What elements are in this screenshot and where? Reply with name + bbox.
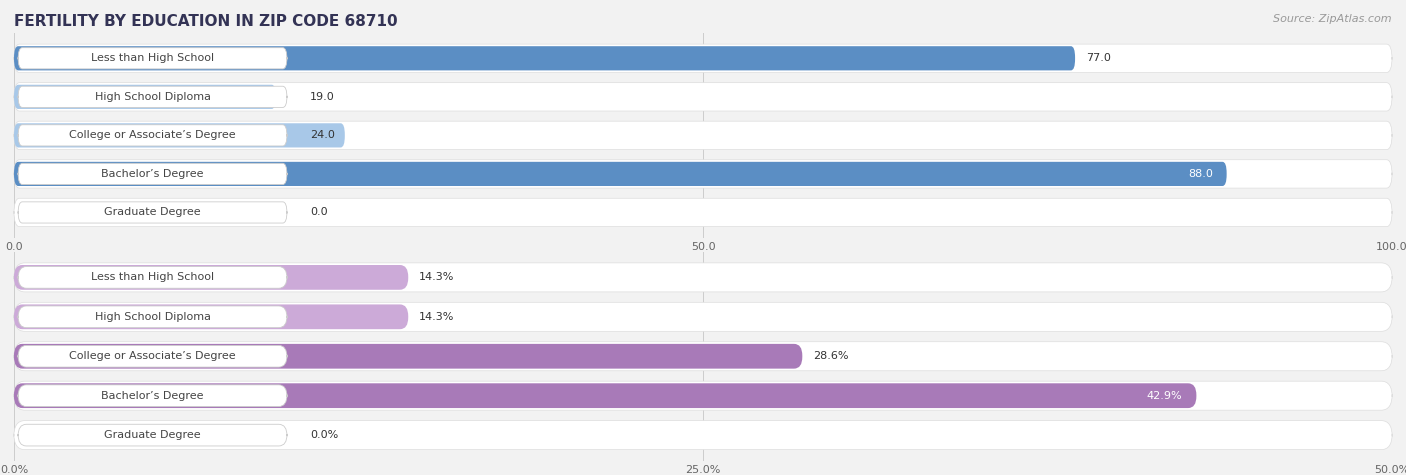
Text: 14.3%: 14.3% [419, 272, 454, 282]
Text: Graduate Degree: Graduate Degree [104, 430, 201, 440]
FancyBboxPatch shape [14, 383, 1197, 408]
Text: 0.0%: 0.0% [311, 430, 339, 440]
Text: Source: ZipAtlas.com: Source: ZipAtlas.com [1274, 14, 1392, 24]
Text: High School Diploma: High School Diploma [94, 92, 211, 102]
FancyBboxPatch shape [18, 125, 287, 146]
FancyBboxPatch shape [14, 381, 1392, 410]
Text: 0.0: 0.0 [311, 208, 328, 218]
FancyBboxPatch shape [18, 86, 287, 107]
FancyBboxPatch shape [18, 306, 287, 328]
Text: College or Associate’s Degree: College or Associate’s Degree [69, 130, 236, 141]
FancyBboxPatch shape [14, 44, 1392, 73]
Text: Graduate Degree: Graduate Degree [104, 208, 201, 218]
Text: Less than High School: Less than High School [91, 272, 214, 282]
FancyBboxPatch shape [14, 198, 1392, 227]
FancyBboxPatch shape [14, 265, 408, 290]
FancyBboxPatch shape [18, 424, 287, 446]
FancyBboxPatch shape [14, 124, 344, 147]
FancyBboxPatch shape [18, 385, 287, 407]
FancyBboxPatch shape [18, 345, 287, 367]
Text: 14.3%: 14.3% [419, 312, 454, 322]
FancyBboxPatch shape [14, 342, 1392, 371]
Text: 24.0: 24.0 [311, 130, 335, 141]
FancyBboxPatch shape [14, 302, 1392, 332]
Text: FERTILITY BY EDUCATION IN ZIP CODE 68710: FERTILITY BY EDUCATION IN ZIP CODE 68710 [14, 14, 398, 29]
Text: 19.0: 19.0 [311, 92, 335, 102]
Text: Bachelor’s Degree: Bachelor’s Degree [101, 390, 204, 401]
Text: Less than High School: Less than High School [91, 53, 214, 63]
Text: College or Associate’s Degree: College or Associate’s Degree [69, 351, 236, 361]
FancyBboxPatch shape [14, 85, 276, 109]
Text: 42.9%: 42.9% [1147, 390, 1182, 401]
FancyBboxPatch shape [14, 83, 1392, 111]
FancyBboxPatch shape [14, 304, 408, 329]
FancyBboxPatch shape [14, 46, 1076, 70]
FancyBboxPatch shape [14, 263, 1392, 292]
FancyBboxPatch shape [14, 344, 803, 369]
FancyBboxPatch shape [18, 48, 287, 69]
Text: 88.0: 88.0 [1188, 169, 1213, 179]
FancyBboxPatch shape [18, 163, 287, 184]
FancyBboxPatch shape [14, 420, 1392, 450]
Text: 77.0: 77.0 [1085, 53, 1111, 63]
Text: High School Diploma: High School Diploma [94, 312, 211, 322]
FancyBboxPatch shape [14, 162, 1226, 186]
FancyBboxPatch shape [18, 202, 287, 223]
Text: 28.6%: 28.6% [813, 351, 849, 361]
FancyBboxPatch shape [14, 121, 1392, 150]
Text: Bachelor’s Degree: Bachelor’s Degree [101, 169, 204, 179]
FancyBboxPatch shape [18, 266, 287, 288]
FancyBboxPatch shape [14, 160, 1392, 188]
